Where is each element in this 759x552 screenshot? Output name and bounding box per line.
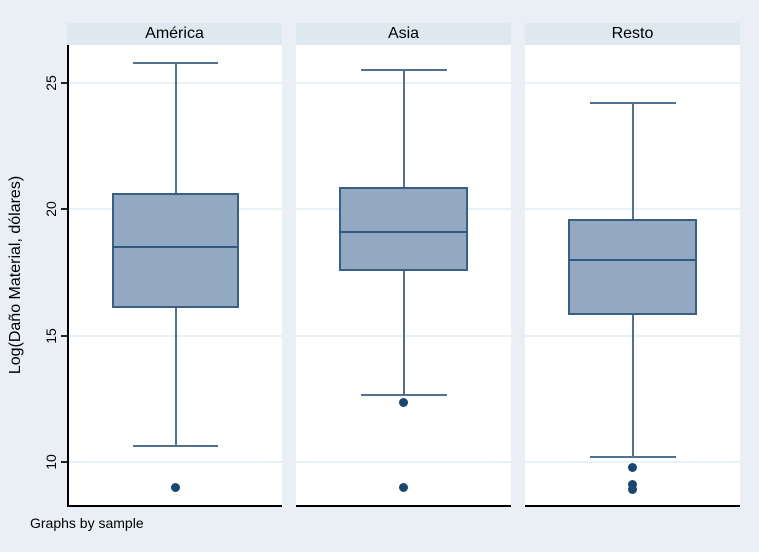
median-line	[568, 258, 697, 261]
upper-whisker	[631, 103, 634, 220]
panel-title-resto: Resto	[525, 23, 740, 45]
lower-whisker	[402, 271, 405, 396]
panel-title-asia: Asia	[296, 23, 511, 45]
iqr-box	[568, 219, 697, 316]
y-axis-title-text: Log(Daño Material, dólares)	[7, 175, 25, 375]
panel-resto: Resto	[525, 23, 740, 507]
gridline-y10	[296, 461, 511, 464]
lower-whisker	[631, 315, 634, 457]
upper-whisker-cap	[589, 102, 676, 105]
upper-whisker-cap	[360, 69, 447, 72]
y-tick-label: 10	[43, 454, 60, 470]
gridline-y25	[525, 81, 740, 84]
panel-title-america: América	[67, 23, 282, 45]
outlier-dot	[628, 480, 637, 490]
y-tick-mark	[61, 461, 67, 464]
panel-asia: Asia	[296, 23, 511, 507]
lower-whisker	[174, 307, 177, 446]
median-line	[111, 246, 240, 249]
outlier-dot	[171, 482, 180, 492]
outlier-dot	[628, 485, 637, 495]
y-tick-mark	[61, 208, 67, 211]
panels-area: América Asia Resto	[67, 23, 740, 507]
lower-whisker-cap	[589, 455, 676, 458]
y-tick-label: 20	[43, 201, 60, 218]
gridline-y10	[69, 461, 282, 464]
upper-whisker-cap	[132, 61, 219, 64]
plot-area-resto	[525, 45, 740, 507]
outlier-dot	[399, 398, 408, 408]
iqr-box	[111, 192, 240, 308]
panel-america: América	[67, 23, 282, 507]
outlier-dot	[628, 462, 637, 472]
y-tick-label: 25	[43, 75, 60, 91]
gridline-y10	[525, 461, 740, 464]
y-tick-mark	[61, 334, 67, 337]
y-axis-title: Log(Daño Material, dólares)	[0, 45, 32, 505]
lower-whisker-cap	[132, 444, 219, 447]
y-axis-gutter: 10 15 20 25	[32, 45, 67, 505]
upper-whisker	[174, 62, 177, 193]
median-line	[339, 231, 468, 234]
iqr-box	[339, 186, 468, 272]
plot-area-america	[67, 45, 282, 507]
outlier-dot	[399, 482, 408, 492]
y-tick-label: 15	[43, 327, 60, 344]
by-note: Graphs by sample	[30, 515, 144, 531]
plot-area-asia	[296, 45, 511, 507]
y-tick-mark	[61, 81, 67, 84]
upper-whisker	[402, 70, 405, 187]
lower-whisker-cap	[360, 394, 447, 397]
